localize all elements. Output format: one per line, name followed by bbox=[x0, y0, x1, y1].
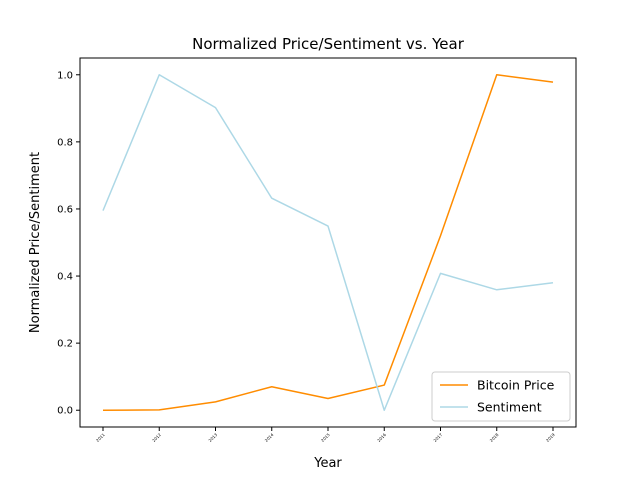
x-tick-label: 2018 bbox=[489, 432, 500, 443]
legend: Bitcoin Price Sentiment bbox=[431, 371, 571, 422]
x-tick-label: 2016 bbox=[376, 432, 387, 443]
x-tick-label: 2014 bbox=[264, 432, 275, 443]
series-line-bitcoin-price bbox=[102, 74, 554, 411]
y-tick-label: 0.2 bbox=[57, 339, 73, 350]
y-tick-label: 0.0 bbox=[57, 406, 73, 417]
y-tick-label: 0.4 bbox=[57, 272, 73, 283]
x-tick-label: 2011 bbox=[95, 432, 106, 443]
x-tick-label: 2012 bbox=[151, 432, 162, 443]
x-tick-label: 2019 bbox=[545, 432, 556, 443]
y-axis: 0.0 0.2 0.4 0.6 0.8 1.0 bbox=[57, 70, 80, 417]
y-tick-label: 1.0 bbox=[57, 70, 73, 81]
plot-area bbox=[102, 74, 554, 411]
x-axis: 2011 2012 2013 2014 2015 2016 2017 2018 2019 bbox=[95, 427, 556, 443]
chart-title: Normalized Price/Sentiment vs. Year bbox=[192, 35, 465, 53]
x-tick-label: 2015 bbox=[320, 432, 331, 443]
x-tick-label: 2017 bbox=[432, 432, 443, 443]
legend-entry: Sentiment bbox=[477, 400, 542, 415]
series-line-sentiment bbox=[102, 74, 554, 411]
y-axis-label: Normalized Price/Sentiment bbox=[28, 152, 43, 333]
legend-entry: Bitcoin Price bbox=[477, 378, 555, 393]
y-tick-label: 0.8 bbox=[57, 137, 73, 148]
x-tick-label: 2013 bbox=[207, 432, 218, 443]
x-axis-label: Year bbox=[313, 456, 342, 471]
y-tick-label: 0.6 bbox=[57, 204, 73, 215]
